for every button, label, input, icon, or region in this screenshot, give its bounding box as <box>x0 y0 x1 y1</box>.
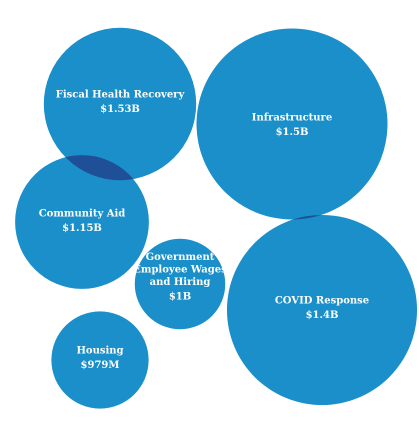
bubble-infrastructure <box>196 28 388 220</box>
bubble-category-label: COVID Response <box>275 296 369 307</box>
bubble-category-label: Housing <box>76 346 123 357</box>
bubble-category-label: and Hiring <box>150 277 211 288</box>
bubble-category-label: Community Aid <box>39 209 126 220</box>
bubble-value-label: $1.4B <box>306 310 339 321</box>
bubble-category-label: Infrastructure <box>252 113 332 124</box>
bubble-category-label: Fiscal Health Recovery <box>56 90 186 101</box>
bubbles-layer <box>15 27 418 409</box>
bubble-covid-response <box>226 214 418 406</box>
bubble-category-label: Employee Wages <box>133 265 227 276</box>
bubble-value-label: $1.5B <box>276 127 309 138</box>
bubble-value-label: $1B <box>169 292 191 303</box>
bubble-housing <box>51 311 149 409</box>
bubble-value-label: $1.53B <box>100 104 140 115</box>
bubble-community-aid <box>15 155 149 289</box>
bubble-category-label: Government <box>146 252 215 263</box>
bubble-value-label: $979M <box>81 360 120 371</box>
bubble-government-employee-wages-and-hiring <box>134 238 226 330</box>
bubble-value-label: $1.15B <box>62 223 102 234</box>
labels-layer: Fiscal Health Recovery $1.53B Infrastructu… <box>39 90 369 372</box>
bubble-fiscal-health-recovery <box>43 27 197 181</box>
